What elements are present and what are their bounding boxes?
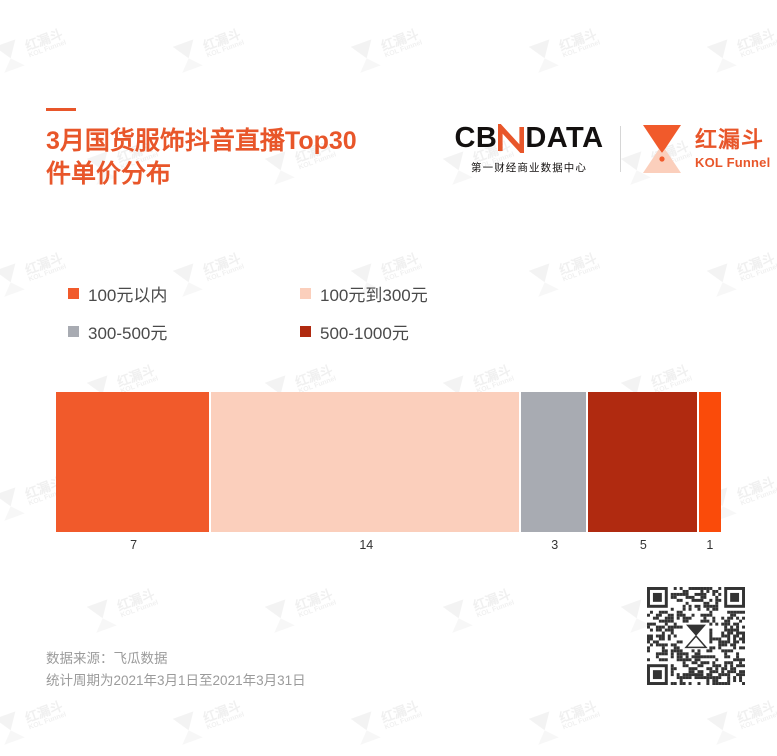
bar-segment [587, 392, 699, 532]
cbndata-wordmark-part1: CB [454, 121, 498, 154]
kol-funnel-name-cn: 红漏斗 [695, 127, 765, 152]
logo-row: CB DATA 第一财经商业数据中心 红漏斗 KOL Funnel [454, 118, 770, 180]
bar-segment [211, 392, 522, 532]
legend-item: 100元以内 [68, 274, 300, 312]
bar-segment-label: 14 [359, 538, 374, 552]
legend-item: 100元到300元 [300, 274, 468, 312]
logo-divider [620, 126, 621, 172]
legend-label: 500-1000元 [320, 323, 409, 343]
legend-swatch [68, 325, 79, 337]
footer-source: 数据来源：飞瓜数据 [46, 651, 168, 666]
cbndata-wordmark: CB DATA [454, 121, 604, 154]
bar-segment [698, 392, 721, 532]
legend-label: 300-500元 [88, 323, 168, 343]
kol-funnel-text: 红漏斗 KOL Funnel [695, 127, 771, 170]
bar-segment [56, 392, 212, 532]
bar-segment-label: 3 [551, 538, 559, 552]
footer: 数据来源：飞瓜数据 统计周期为2021年3月1日至2021年3月31日 [46, 648, 306, 693]
cbndata-subtitle: 第一财经商业数据中心 [471, 161, 587, 174]
bar-segment [521, 392, 588, 532]
qr-code[interactable] [647, 587, 745, 685]
chart-value-labels: 7 14 3 5 1 [56, 534, 721, 556]
cbndata-logo: CB DATA 第一财经商业数据中心 [454, 121, 604, 175]
legend-swatch [300, 325, 311, 337]
footer-period: 统计周期为2021年3月1日至2021年3月31日 [46, 673, 306, 689]
header: 3月国货服饰抖音直播Top30 件单价分布 [46, 108, 476, 192]
cbndata-wordmark-part2: DATA [525, 121, 604, 154]
page-title: 3月国货服饰抖音直播Top30 件单价分布 [46, 127, 357, 189]
bar-segment-label: 7 [130, 538, 138, 552]
hourglass-funnel-icon [643, 125, 681, 173]
cbndata-n-icon [498, 123, 525, 153]
qr-code-canvas[interactable] [647, 587, 745, 685]
legend-item: 300-500元 [68, 312, 300, 350]
legend-label: 100元以内 [88, 285, 168, 305]
legend-label: 100元到300元 [320, 285, 428, 305]
legend-item: 500-1000元 [300, 312, 468, 350]
kol-funnel-logo: 红漏斗 KOL Funnel [640, 123, 770, 175]
bar-segment-label: 1 [706, 538, 714, 552]
chart-legend: 100元以内 100元到300元 300-500元 500-1000元 [68, 274, 468, 350]
legend-swatch [68, 287, 79, 299]
stacked-bar-chart [56, 392, 721, 532]
legend-swatch [300, 287, 311, 299]
bar-segment-label: 5 [639, 538, 647, 552]
kol-funnel-name-en: KOL Funnel [695, 155, 771, 170]
title-rule [46, 108, 76, 111]
